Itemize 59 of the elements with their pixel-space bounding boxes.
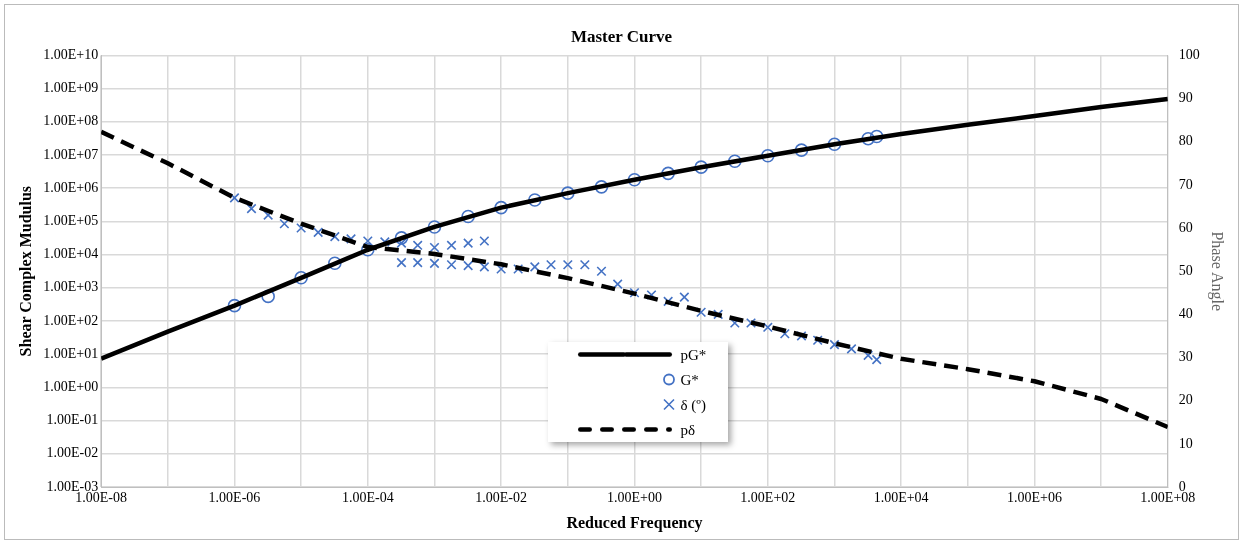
point — [861, 131, 875, 146]
y-tick-label: 1.00E-01 — [46, 412, 99, 428]
y2-tick-label: 90 — [1178, 90, 1193, 106]
y-tick-label: 1.00E+00 — [43, 379, 99, 395]
y2-tick-label: 60 — [1178, 219, 1193, 235]
y2-tick-label: 50 — [1178, 262, 1193, 278]
y-tick-label: 1.00E+02 — [43, 312, 99, 328]
point — [627, 172, 642, 187]
x-tick-label: 1.00E-06 — [208, 490, 261, 506]
y-axis-title: Shear Complex Mudulus — [16, 186, 35, 357]
y-tick-label: 1.00E-02 — [46, 445, 99, 461]
x-tick-label: 1.00E+02 — [740, 490, 796, 506]
y2-tick-label: 20 — [1178, 392, 1193, 408]
y-tick-label: 1.00E+05 — [43, 213, 99, 229]
chart-title: Master Curve — [570, 26, 673, 46]
point — [728, 154, 742, 169]
point — [328, 256, 342, 271]
y-tick-label: 1.00E+06 — [43, 179, 99, 195]
y2-tick-label: 40 — [1178, 306, 1193, 322]
y2-tick-label: 70 — [1178, 176, 1193, 192]
point — [494, 200, 508, 215]
x-tick-label: 1.00E-02 — [475, 490, 527, 506]
y2-tick-label: 80 — [1178, 133, 1193, 149]
x-tick-label: 1.00E-04 — [341, 490, 394, 506]
point — [694, 160, 708, 174]
point — [361, 242, 375, 257]
y-tick-label: 1.00E+08 — [43, 113, 99, 129]
y2-tick-label: 30 — [1178, 349, 1193, 365]
point — [827, 137, 842, 152]
y2-axis-title: Phase Angle — [1208, 231, 1227, 311]
point — [561, 186, 575, 200]
x-axis-title: Reduced Frequency — [566, 513, 703, 532]
x-tick-label: 1.00E+06 — [1006, 490, 1062, 506]
point — [227, 298, 242, 313]
point — [761, 148, 775, 163]
x-tick-label: 1.00E-08 — [75, 490, 128, 506]
y-tick-label: 1.00E+04 — [43, 246, 99, 262]
point — [794, 143, 809, 157]
point — [427, 220, 442, 234]
legend-label: pδ — [680, 420, 696, 439]
x-tick-label: 1.00E+00 — [607, 490, 662, 506]
point — [528, 193, 542, 207]
y-tick-label: 1.00E+10 — [43, 47, 99, 63]
x-tick-label: 1.00E+08 — [1140, 490, 1196, 506]
point — [661, 166, 675, 181]
x-tick-label: 1.00E+04 — [873, 490, 929, 506]
legend-label: G* — [680, 370, 699, 389]
legend-label: pG* — [680, 345, 707, 364]
point — [394, 231, 409, 245]
y-tick-label: 1.00E+01 — [43, 345, 99, 361]
y-tick-label: 1.00E+07 — [43, 146, 99, 162]
point — [461, 209, 475, 224]
y-tick-label: 1.00E+09 — [43, 80, 99, 96]
legend-label: δ (º) — [680, 395, 706, 414]
y2-tick-label: 100 — [1178, 47, 1200, 63]
point — [294, 271, 308, 285]
y2-tick-label: 10 — [1178, 435, 1193, 451]
point — [594, 180, 609, 194]
y-tick-label: 1.00E+03 — [43, 279, 99, 295]
